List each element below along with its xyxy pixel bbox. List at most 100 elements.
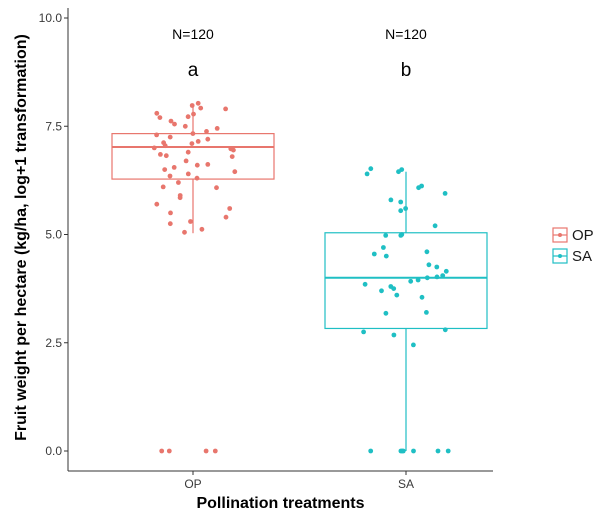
y-tick-label: 10.0	[39, 11, 63, 25]
data-point	[176, 180, 181, 185]
data-point	[403, 206, 408, 211]
data-point	[415, 277, 421, 283]
data-point	[194, 175, 200, 181]
data-point	[223, 214, 229, 220]
data-point	[205, 162, 211, 167]
data-point	[396, 169, 401, 175]
data-point	[195, 139, 201, 144]
data-point	[398, 199, 404, 205]
data-point	[162, 167, 168, 173]
data-point	[189, 103, 195, 108]
data-point	[166, 448, 172, 454]
data-point	[212, 448, 218, 454]
data-point	[214, 125, 220, 131]
data-point	[391, 286, 397, 291]
data-point	[232, 169, 238, 175]
data-point	[391, 332, 397, 338]
box-op	[111, 103, 275, 234]
data-point	[398, 233, 404, 238]
data-point	[400, 448, 406, 454]
data-point	[368, 166, 374, 172]
data-point	[229, 154, 235, 160]
data-point	[167, 134, 173, 140]
data-point	[398, 208, 404, 214]
data-point	[424, 275, 430, 281]
legend-label: OP	[572, 227, 594, 244]
y-axis-title: Fruit weight per hectare (kg/ha, log+1 t…	[13, 34, 30, 441]
data-point	[445, 448, 451, 454]
data-point	[199, 226, 205, 232]
data-point	[442, 327, 448, 333]
data-point	[432, 223, 438, 229]
data-point	[381, 245, 386, 250]
legend-key-dot	[558, 233, 562, 237]
data-point	[190, 131, 196, 137]
legend-label: SA	[572, 248, 592, 265]
legend-key-dot	[558, 254, 562, 258]
y-tick-label: 2.5	[45, 336, 62, 350]
data-point	[177, 195, 183, 201]
data-point	[442, 191, 448, 196]
data-point	[408, 278, 414, 284]
box-iqr	[324, 232, 488, 330]
data-point	[185, 114, 191, 120]
data-point	[194, 162, 200, 168]
data-point	[154, 132, 160, 138]
data-point	[154, 110, 160, 116]
n-label: N=120	[172, 26, 214, 42]
data-point	[434, 264, 440, 270]
data-point	[362, 281, 368, 287]
data-point	[394, 292, 400, 298]
plot-area: N=120 a N=120 b	[111, 26, 488, 454]
data-point	[368, 448, 374, 454]
data-point	[151, 145, 157, 151]
data-point	[154, 201, 160, 207]
data-point	[379, 288, 384, 294]
data-point	[195, 100, 201, 106]
data-point	[162, 143, 168, 149]
data-point	[204, 129, 209, 134]
data-point	[419, 294, 425, 300]
y-tick-label: 0.0	[45, 444, 62, 458]
data-point	[189, 141, 195, 147]
data-point	[214, 185, 219, 191]
data-point	[168, 210, 173, 216]
data-point	[171, 165, 177, 170]
data-point	[364, 171, 370, 177]
data-point	[167, 173, 173, 179]
data-point	[182, 229, 187, 235]
legend-item-sa: SA	[552, 248, 592, 265]
x-tick-label: OP	[184, 477, 201, 491]
axes: 0.0 2.5 5.0 7.5 10.0 OP SA	[39, 8, 493, 491]
data-point	[227, 206, 233, 211]
points-sa	[361, 166, 451, 454]
data-point	[157, 115, 163, 120]
data-point	[440, 273, 446, 278]
data-point	[223, 106, 229, 112]
data-point	[434, 274, 440, 280]
box-sa	[324, 171, 488, 451]
data-point	[172, 121, 177, 127]
data-point	[371, 251, 377, 257]
data-point	[383, 233, 389, 238]
data-point	[188, 219, 193, 224]
data-point	[185, 171, 191, 177]
y-tick-label: 7.5	[45, 119, 62, 133]
data-point	[159, 448, 165, 454]
data-point	[163, 153, 169, 159]
data-point	[361, 329, 366, 335]
significance-letter: b	[401, 60, 412, 81]
data-point	[185, 149, 191, 155]
data-point	[426, 262, 432, 268]
data-point	[411, 342, 416, 348]
data-point	[424, 310, 429, 315]
points-op	[151, 100, 238, 454]
y-tick-label: 5.0	[45, 228, 62, 242]
data-point	[168, 118, 174, 124]
data-point	[416, 185, 421, 191]
x-tick-label: SA	[398, 477, 414, 491]
data-point	[198, 105, 204, 111]
data-point	[183, 158, 189, 164]
legend-item-op: OP	[552, 227, 594, 244]
